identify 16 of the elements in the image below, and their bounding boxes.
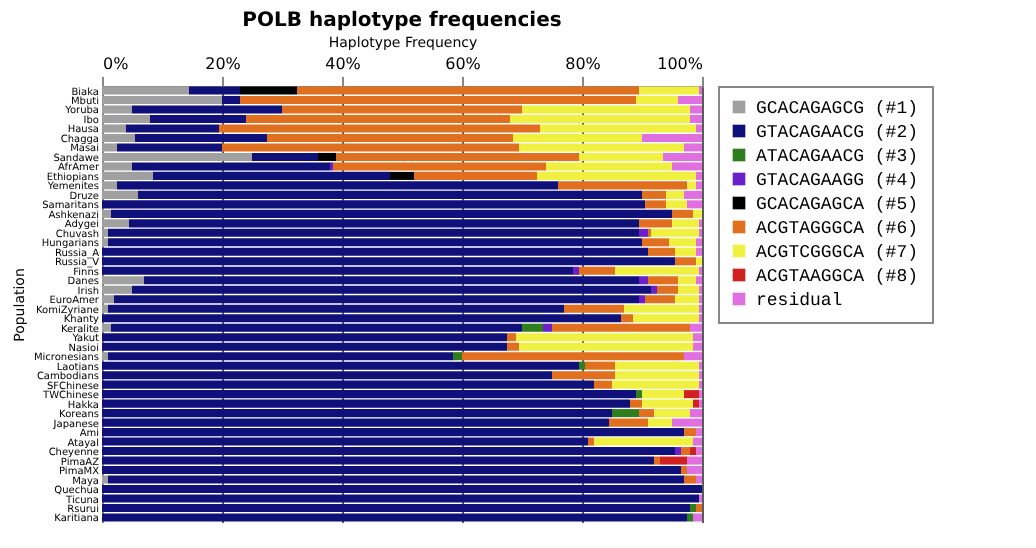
x-tick-label: 0%	[103, 55, 130, 73]
legend-label: residual	[756, 291, 843, 311]
x-tick-label: 80%	[565, 55, 602, 73]
legend-label: ACGTAAGGCA (#8)	[756, 267, 919, 287]
legend-label: GCACAGAGCA (#5)	[756, 195, 919, 215]
legend-label: ACGTCGGGCA (#7)	[756, 243, 919, 263]
chart-title: POLB haplotype frequencies	[242, 10, 562, 32]
legend-label: ACGTAGGGCA (#6)	[756, 219, 919, 239]
legend-label: GTACAGAACG (#2)	[756, 123, 919, 143]
legend-label: GTACAGAAGG (#4)	[756, 171, 919, 191]
x-tick-label: 20%	[205, 55, 242, 73]
legend-label: ATACAGAACG (#3)	[756, 147, 919, 167]
x-tick-label: 60%	[445, 55, 482, 73]
x-tick-label: 40%	[325, 55, 362, 73]
legend-label: GCACAGAGCG (#1)	[756, 99, 919, 119]
x-tick-label: 100%	[657, 55, 704, 73]
